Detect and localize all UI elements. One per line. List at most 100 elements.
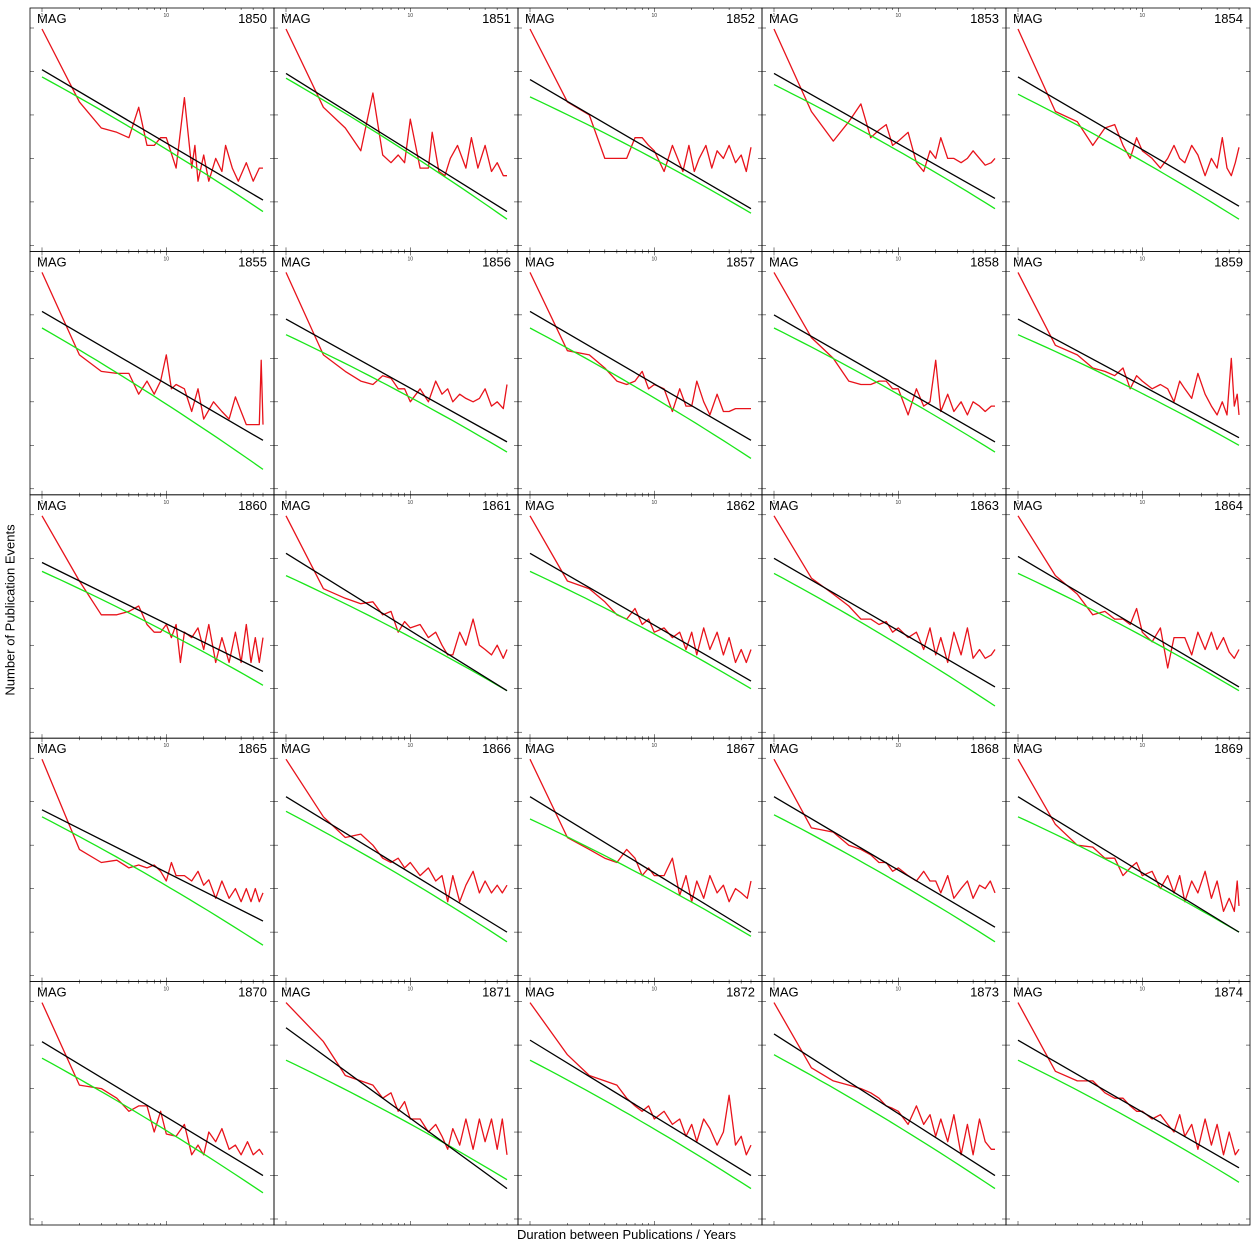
observed-line bbox=[1017, 758, 1240, 913]
x-tick-label: 1 bbox=[285, 743, 288, 749]
panel-year-label: 1859 bbox=[1214, 254, 1243, 269]
panel-name-label: MAG bbox=[281, 11, 311, 26]
x-tick-label: 10 bbox=[1140, 987, 1146, 993]
panel-name-label: MAG bbox=[37, 498, 67, 513]
panel-name-label: MAG bbox=[769, 11, 799, 26]
power-law-fit-line bbox=[529, 552, 752, 682]
observed-line bbox=[285, 1002, 508, 1155]
observed-line bbox=[41, 1002, 264, 1156]
power-law-fit-line bbox=[529, 79, 752, 210]
power-law-fit-line bbox=[529, 1039, 752, 1177]
panel-name-label: MAG bbox=[525, 498, 555, 513]
x-tick-label: 10 bbox=[1140, 743, 1146, 749]
observed-line bbox=[41, 758, 264, 903]
curved-fit-line bbox=[773, 1054, 996, 1190]
x-tick-label: 10 bbox=[164, 13, 170, 19]
panel-year-label: 1867 bbox=[726, 741, 755, 756]
panel-year-label: 1863 bbox=[970, 498, 999, 513]
power-law-fit-line bbox=[1017, 76, 1240, 207]
x-tick-label: 10 bbox=[1140, 256, 1146, 262]
panel-name-label: MAG bbox=[1013, 498, 1043, 513]
panel-1851: 1 10 MAG 1851 bbox=[273, 7, 519, 252]
panel-1854: 1 10 MAG 1854 bbox=[1005, 7, 1251, 252]
curved-fit-line bbox=[529, 570, 752, 690]
curved-fit-line bbox=[1017, 572, 1240, 692]
panel-year-label: 1854 bbox=[1214, 11, 1243, 26]
x-tick-label: 10 bbox=[164, 987, 170, 993]
observed-line bbox=[1017, 515, 1240, 669]
x-tick-label: 10 bbox=[408, 256, 414, 262]
panel-year-label: 1853 bbox=[970, 11, 999, 26]
panel-frame bbox=[273, 981, 519, 1226]
panel-name-label: MAG bbox=[525, 11, 555, 26]
power-law-fit-line bbox=[285, 318, 508, 443]
x-tick-label: 1 bbox=[41, 987, 44, 993]
x-tick-label: 1 bbox=[773, 987, 776, 993]
panel-frame bbox=[517, 7, 763, 252]
panel-1869: 1 10 MAG 1869 bbox=[1005, 737, 1251, 983]
panel-year-label: 1866 bbox=[482, 741, 511, 756]
panel-name-label: MAG bbox=[1013, 985, 1043, 1000]
observed-line bbox=[285, 515, 508, 659]
panel-frame bbox=[517, 250, 763, 496]
panel-frame bbox=[273, 494, 519, 739]
panel-year-label: 1868 bbox=[970, 741, 999, 756]
panel-frame bbox=[29, 737, 275, 983]
panel-1866: 1 10 MAG 1866 bbox=[273, 737, 519, 983]
observed-line bbox=[285, 272, 508, 410]
panel-frame bbox=[1005, 981, 1251, 1226]
x-tick-label: 1 bbox=[285, 500, 288, 506]
panel-name-label: MAG bbox=[525, 254, 555, 269]
x-tick-label: 1 bbox=[773, 256, 776, 262]
curved-fit-line bbox=[1017, 816, 1240, 933]
x-tick-label: 1 bbox=[773, 743, 776, 749]
x-tick-label: 1 bbox=[529, 987, 532, 993]
panel-frame bbox=[1005, 494, 1251, 739]
panel-1858: 1 10 MAG 1858 bbox=[761, 250, 1007, 496]
panel-1855: 1 10 MAG 1855 bbox=[29, 250, 275, 496]
curved-fit-line bbox=[1017, 334, 1240, 446]
curved-fit-line bbox=[773, 327, 996, 453]
panel-year-label: 1870 bbox=[238, 985, 267, 1000]
panel-year-label: 1857 bbox=[726, 254, 755, 269]
x-tick-label: 1 bbox=[773, 13, 776, 19]
x-tick-label: 10 bbox=[1140, 500, 1146, 506]
power-law-fit-line bbox=[1017, 555, 1240, 688]
observed-line bbox=[41, 515, 264, 664]
curved-fit-line bbox=[285, 810, 508, 943]
curved-fit-line bbox=[1017, 1059, 1240, 1183]
power-law-fit-line bbox=[529, 796, 752, 933]
panel-name-label: MAG bbox=[281, 741, 311, 756]
x-tick-label: 1 bbox=[529, 13, 532, 19]
panel-year-label: 1860 bbox=[238, 498, 267, 513]
panel-name-label: MAG bbox=[37, 11, 67, 26]
panel-year-label: 1856 bbox=[482, 254, 511, 269]
power-law-fit-line bbox=[773, 557, 996, 688]
x-tick-label: 10 bbox=[896, 13, 902, 19]
curved-fit-line bbox=[529, 818, 752, 937]
panel-year-label: 1869 bbox=[1214, 741, 1243, 756]
x-tick-label: 10 bbox=[408, 987, 414, 993]
x-tick-label: 1 bbox=[529, 743, 532, 749]
x-tick-label: 1 bbox=[41, 13, 44, 19]
observed-line bbox=[285, 758, 508, 903]
observed-line bbox=[1017, 272, 1240, 416]
observed-line bbox=[529, 515, 752, 664]
panel-name-label: MAG bbox=[281, 985, 311, 1000]
panel-frame bbox=[517, 737, 763, 983]
panel-frame bbox=[273, 7, 519, 252]
panel-year-label: 1865 bbox=[238, 741, 267, 756]
panel-1862: 1 10 MAG 1862 bbox=[517, 494, 763, 739]
x-tick-label: 10 bbox=[408, 500, 414, 506]
x-tick-label: 1 bbox=[529, 500, 532, 506]
panel-year-label: 1861 bbox=[482, 498, 511, 513]
power-law-fit-line bbox=[1017, 1039, 1240, 1169]
panel-frame bbox=[29, 250, 275, 496]
curved-fit-line bbox=[773, 572, 996, 707]
x-tick-label: 1 bbox=[1017, 743, 1020, 749]
x-axis-label: Duration between Publications / Years bbox=[517, 1227, 736, 1242]
panel-year-label: 1858 bbox=[970, 254, 999, 269]
x-tick-label: 1 bbox=[1017, 256, 1020, 262]
panel-frame bbox=[29, 7, 275, 252]
